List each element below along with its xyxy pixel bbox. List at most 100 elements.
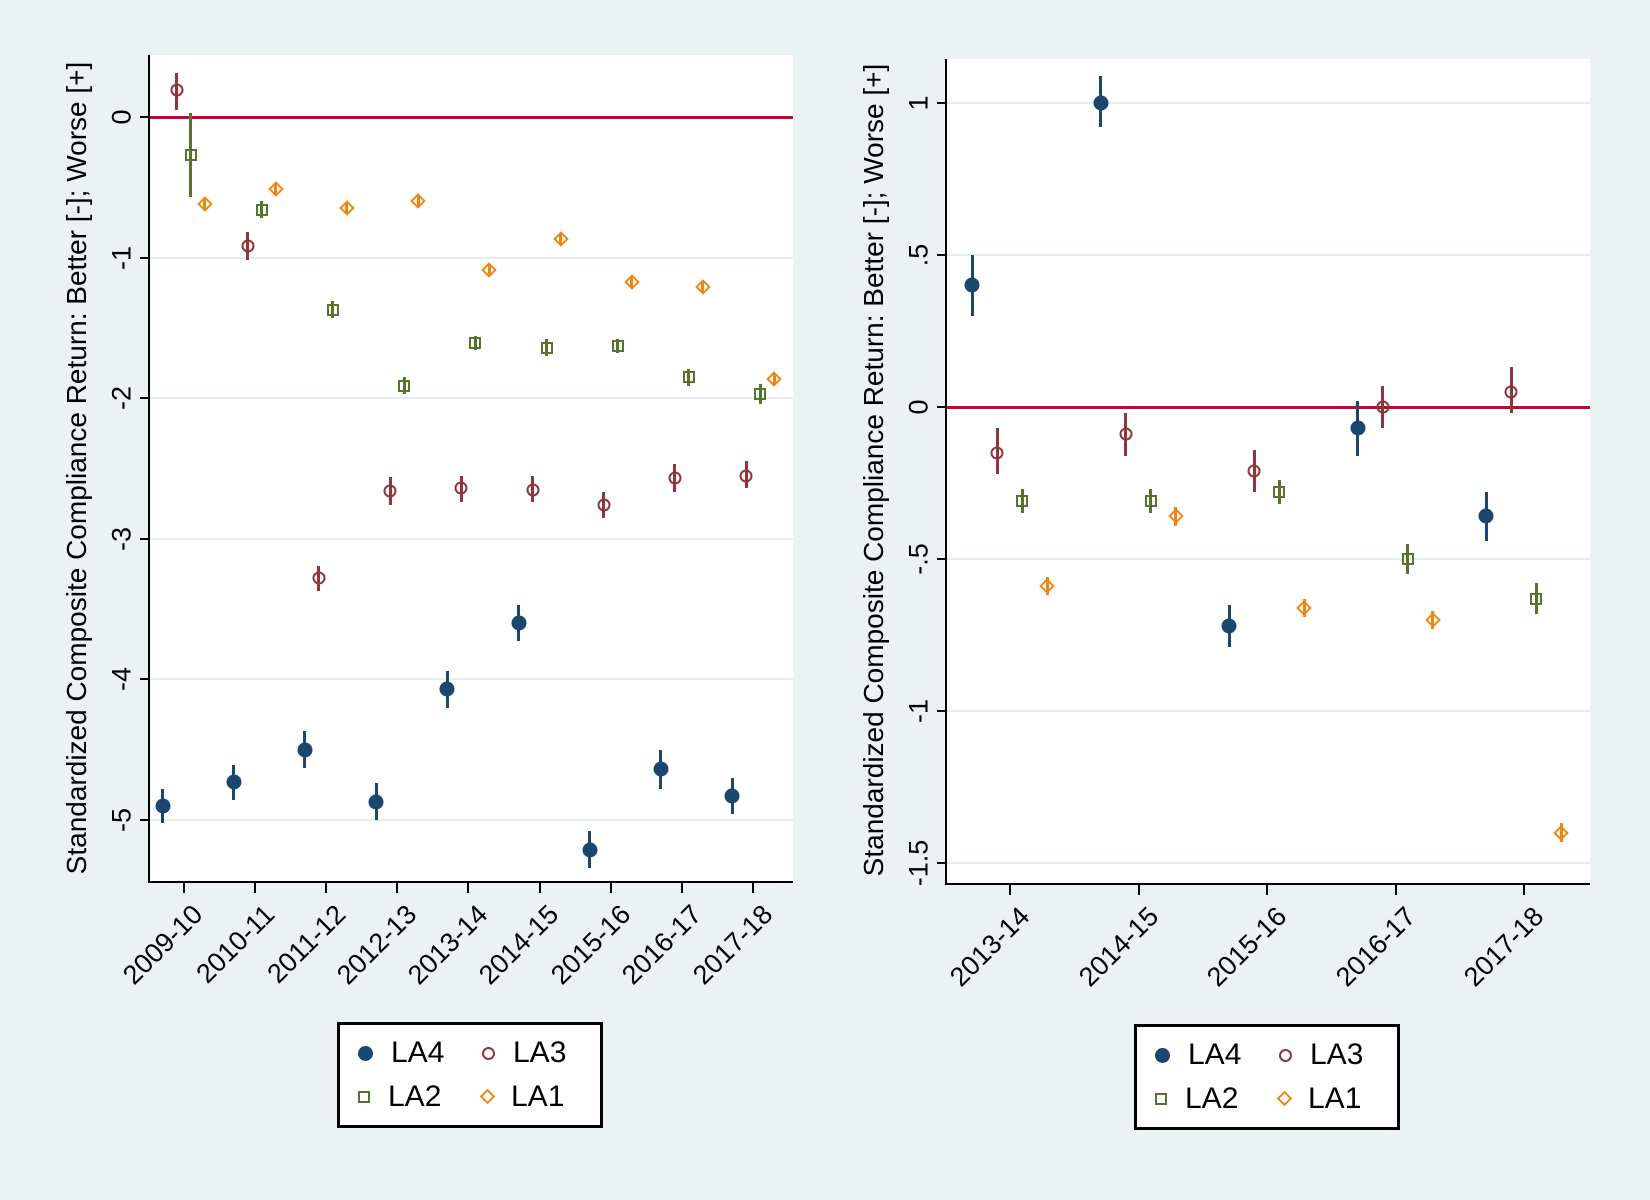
x-tick-label: 2009-10: [117, 899, 209, 991]
x-tickmark: [396, 883, 399, 893]
y-tick-label: -5: [106, 807, 137, 833]
LA1-marker: [1167, 508, 1184, 525]
LA2-error-bar: [1277, 479, 1281, 505]
LA2-error-bar: [616, 339, 620, 354]
LA2-marker: [540, 341, 553, 354]
y-tickmark: [140, 116, 148, 118]
LA2-marker: [255, 203, 268, 216]
x-tickmark: [1523, 885, 1526, 895]
legend-item-LA2: LA2: [346, 1079, 470, 1113]
gridline--.5: [947, 558, 1590, 560]
x-tickmark: [324, 883, 327, 893]
legend-item-LA4: LA4: [346, 1038, 470, 1068]
LA3-marker: [990, 446, 1004, 460]
LA4-marker: [653, 761, 669, 777]
left-y-axis-title: Standardized Composite Compliance Return…: [61, 61, 92, 875]
LA1-marker: [410, 193, 426, 210]
legend-label: LA3: [513, 1036, 567, 1070]
la1-open-diamond-icon: [1276, 1090, 1293, 1107]
y-tick-label: 1: [903, 95, 934, 111]
LA1-error-bar: [1559, 823, 1563, 842]
gridline--1: [150, 256, 793, 259]
zero-reference-line: [947, 405, 1590, 409]
y-tick-label: -4: [106, 667, 137, 692]
LA2-error-bar: [1149, 489, 1153, 514]
LA2-marker: [184, 148, 197, 161]
LA3-marker: [454, 481, 468, 495]
la3-open-circle-icon: [482, 1046, 495, 1060]
LA1-marker: [1296, 599, 1312, 616]
LA4-marker: [1093, 95, 1109, 111]
x-tickmark: [1394, 885, 1397, 895]
left-legend: LA4 LA3 LA2 LA1: [337, 1022, 603, 1128]
y-tickmark: [937, 102, 945, 104]
legend-label: LA2: [1185, 1081, 1239, 1115]
legend-item-LA1: LA1: [470, 1079, 594, 1113]
LA2-marker: [682, 371, 695, 384]
LA1-error-bar: [487, 264, 491, 276]
y-tick-label: -3: [106, 526, 137, 551]
gridline--3: [150, 537, 793, 540]
la2-open-square-icon: [358, 1090, 370, 1103]
right-plot-area: [945, 59, 1590, 885]
gridline--5: [150, 819, 793, 821]
y-tick-label: -2: [106, 386, 137, 411]
LA2-marker: [1016, 495, 1028, 508]
LA1-marker: [1039, 578, 1055, 595]
LA1-marker: [196, 196, 213, 212]
y-tickmark: [140, 397, 148, 400]
LA3-marker: [668, 471, 682, 485]
LA2-error-bar: [473, 336, 477, 351]
x-tickmark: [182, 883, 185, 893]
x-tickmark: [1137, 885, 1140, 895]
LA1-marker: [267, 180, 284, 197]
legend-item-LA2: LA2: [1143, 1081, 1267, 1115]
gridline--2: [150, 397, 793, 400]
LA1-error-bar: [274, 183, 278, 195]
LA4-marker: [226, 774, 242, 790]
LA2-error-bar: [260, 201, 264, 219]
gridline--1.5: [947, 862, 1590, 864]
y-tickmark: [937, 862, 945, 864]
LA1-marker: [481, 262, 498, 279]
la2-open-square-icon: [1155, 1092, 1167, 1105]
la4-filled-circle-icon: [1155, 1047, 1170, 1063]
gridline-1: [947, 102, 1590, 104]
LA2-marker: [398, 379, 411, 392]
LA2-error-bar: [1406, 543, 1410, 575]
LA3-marker: [383, 484, 397, 498]
y-tick-label: 0: [903, 399, 934, 415]
x-tickmark: [752, 883, 755, 893]
LA1-marker: [766, 370, 782, 387]
left-plot-area: [148, 55, 793, 883]
LA4-marker: [511, 615, 526, 631]
LA1-error-bar: [1174, 507, 1178, 526]
LA2-marker: [754, 387, 767, 400]
x-tickmark: [680, 883, 683, 893]
legend-label: LA1: [511, 1079, 565, 1113]
x-tickmark: [467, 883, 470, 893]
LA3-marker: [526, 483, 539, 497]
x-tick-label: 2016-17: [1329, 901, 1422, 993]
legend-label: LA2: [388, 1079, 442, 1113]
LA2-marker: [611, 340, 624, 353]
LA4-marker: [1478, 508, 1494, 524]
LA3-marker: [1119, 427, 1133, 441]
y-tick-label: -1: [106, 245, 137, 270]
LA4-marker: [1350, 420, 1366, 436]
x-tickmark: [1266, 885, 1269, 895]
x-tick-label: 2010-11: [190, 899, 280, 989]
LA1-error-bar: [345, 202, 349, 214]
legend-item-LA4: LA4: [1143, 1040, 1267, 1070]
x-tick-label: 2015-16: [1201, 901, 1293, 993]
right-y-axis-title: Standardized Composite Compliance Return…: [858, 63, 889, 877]
x-tick-label: 2015-16: [544, 899, 636, 991]
LA4-marker: [582, 842, 598, 858]
LA3-marker: [1376, 400, 1390, 414]
LA2-error-bar: [1020, 489, 1024, 514]
LA1-marker: [339, 200, 355, 217]
LA1-marker: [552, 231, 569, 248]
LA2-error-bar: [1534, 583, 1538, 614]
LA2-marker: [469, 337, 482, 350]
LA1-error-bar: [559, 233, 562, 245]
